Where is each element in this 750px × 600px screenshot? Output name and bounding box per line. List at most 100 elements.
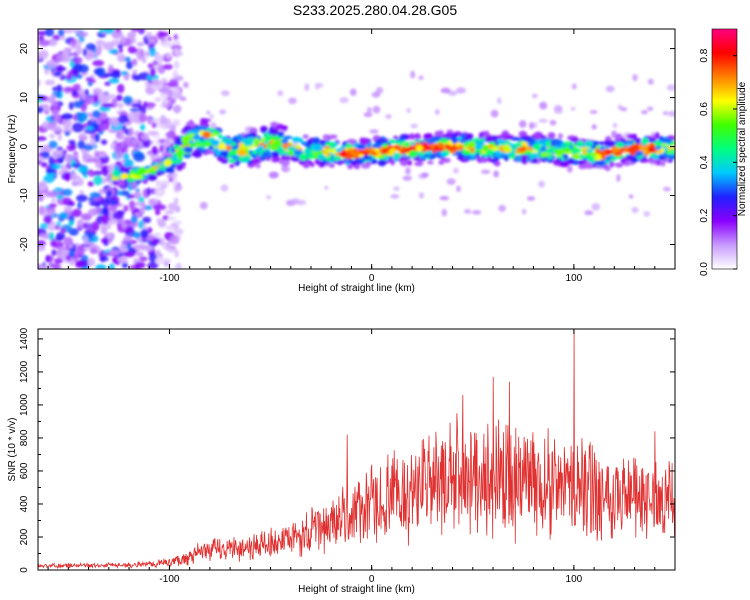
spectrogram-signal-blob [356,144,367,150]
spectrogram-signal-blob [520,156,527,164]
spectrogram-noise-blob [60,249,69,258]
spectrogram-signal-blob [527,146,533,152]
spectrogram-signal-blob [390,158,395,166]
spectrogram-noise-blob [85,77,94,82]
spectrogram-noise-blob [133,231,141,239]
spectrogram-signal-blob [585,149,594,153]
spectrogram-noise-blob [80,213,92,221]
spectrogram-signal-blob [332,155,342,161]
spectrogram-signal-blob [281,139,289,144]
spectrogram-noise-blob [166,88,173,97]
spectrogram-signal-blob [603,140,613,146]
spectrogram-noise-blob [71,163,83,168]
spectrogram-signal-blob [163,159,172,167]
spectrogram-signal-blob [494,150,502,157]
spectrogram-signal-blob [292,136,301,143]
spectrogram-noise-blob [72,56,83,64]
spectrogram-noise-blob [100,227,107,235]
spectrogram-signal-blob [313,144,320,152]
spectrogram-signal-blob [668,158,673,163]
spectrogram-noise-blob [105,232,116,240]
spectrogram-signal-blob [609,160,615,168]
spectrogram-noise-blob [169,235,180,245]
spectrogram-noise-blob [47,210,54,217]
spectrogram-noise-blob [121,124,127,131]
spectrogram-noise-blob [78,136,88,141]
spectrogram-noise-blob [64,131,70,137]
spectrogram-noise-blob [54,224,61,231]
spectrogram-signal-blob [363,154,369,160]
spectrogram-noise-blob [129,107,139,113]
spectrogram-signal-blob [155,171,162,176]
spectrogram-signal-blob [174,141,183,146]
spectrogram-signal-blob [120,166,127,172]
x-axis-label: Height of straight line (km) [298,283,415,294]
spectrogram-signal-blob [162,151,172,157]
spectrogram-noise-blob [148,117,154,125]
spectrogram-signal-blob [218,134,223,139]
spectrogram-noise-blob [51,164,63,170]
spectrogram-noise-blob [174,220,182,226]
spectrogram-noise-blob [98,124,110,131]
spectrogram-noise-blob [151,145,158,156]
spectrogram-noise-blob [84,53,94,61]
spectrogram-noise-blob [83,235,89,246]
spectrogram-noise-blob [76,194,88,202]
spectrogram-signal-blob [291,156,300,162]
spectrogram-noise-blob [265,195,272,200]
spectrogram-noise-blob [67,201,75,207]
spectrogram-noise-blob [631,206,639,214]
spectrogram-signal-blob [399,147,406,151]
spectrogram-signal-blob [299,153,308,161]
spectrogram-noise-blob [41,162,48,168]
colorbar-tick-label: 0.4 [699,155,710,169]
spectrogram-noise-blob [156,54,162,63]
spectrogram-noise-blob [632,74,638,82]
spectrogram-noise-blob [44,29,55,37]
spectrogram-noise-blob [74,260,85,269]
spectrogram-noise-blob [591,203,601,211]
spectrogram-signal-blob [176,150,183,158]
spectrogram-noise-blob [117,44,123,49]
spectrogram-noise-blob [155,251,160,257]
spectrogram-noise-blob [158,31,169,37]
spectrogram-noise-blob [522,208,527,215]
spectrogram-noise-blob [171,92,183,100]
spectrogram-signal-blob [663,137,673,144]
y-tick-label: 1200 [19,360,30,383]
spectrogram-noise-blob [135,251,144,257]
spectrogram-noise-blob [93,94,99,104]
spectrogram-noise-blob [127,111,138,122]
spectrogram-signal-blob [553,148,559,154]
spectrogram-signal-blob [238,142,244,149]
spectrogram-noise-blob [38,233,47,239]
spectrogram-noise-blob [402,175,413,181]
spectrogram-noise-blob [497,97,502,105]
spectrogram-noise-blob [46,59,58,69]
spectrogram-noise-blob [158,139,165,144]
spectrogram-noise-blob [63,86,75,93]
spectrogram-noise-blob [538,180,545,188]
x-tick-label: -100 [159,273,179,284]
spectrogram-noise-blob [277,90,284,97]
spectrogram-noise-blob [48,124,55,129]
spectrogram-signal-blob [415,145,423,152]
spectrogram-noise-blob [51,197,56,203]
spectrogram-signal-blob [590,152,598,157]
spectrogram-noise-blob [539,101,548,110]
spectrogram-signal-blob [181,136,191,143]
spectrogram-signal-blob [226,145,232,152]
spectrogram-noise-blob [56,64,64,73]
spectrogram-noise-blob [77,201,82,210]
spectrogram-signal-blob [261,151,271,158]
spectrogram-signal-blob [474,142,484,150]
spectrogram-noise-blob [165,52,171,60]
spectrogram-noise-blob [51,108,60,118]
spectrogram-noise-blob [155,209,161,216]
spectrogram-noise-blob [456,185,461,193]
spectrogram-noise-blob [152,203,161,211]
spectrogram-noise-blob [58,212,69,220]
spectrogram-signal-blob [641,137,649,145]
spectrogram-noise-blob [95,39,105,46]
spectrogram-noise-blob [172,170,178,180]
